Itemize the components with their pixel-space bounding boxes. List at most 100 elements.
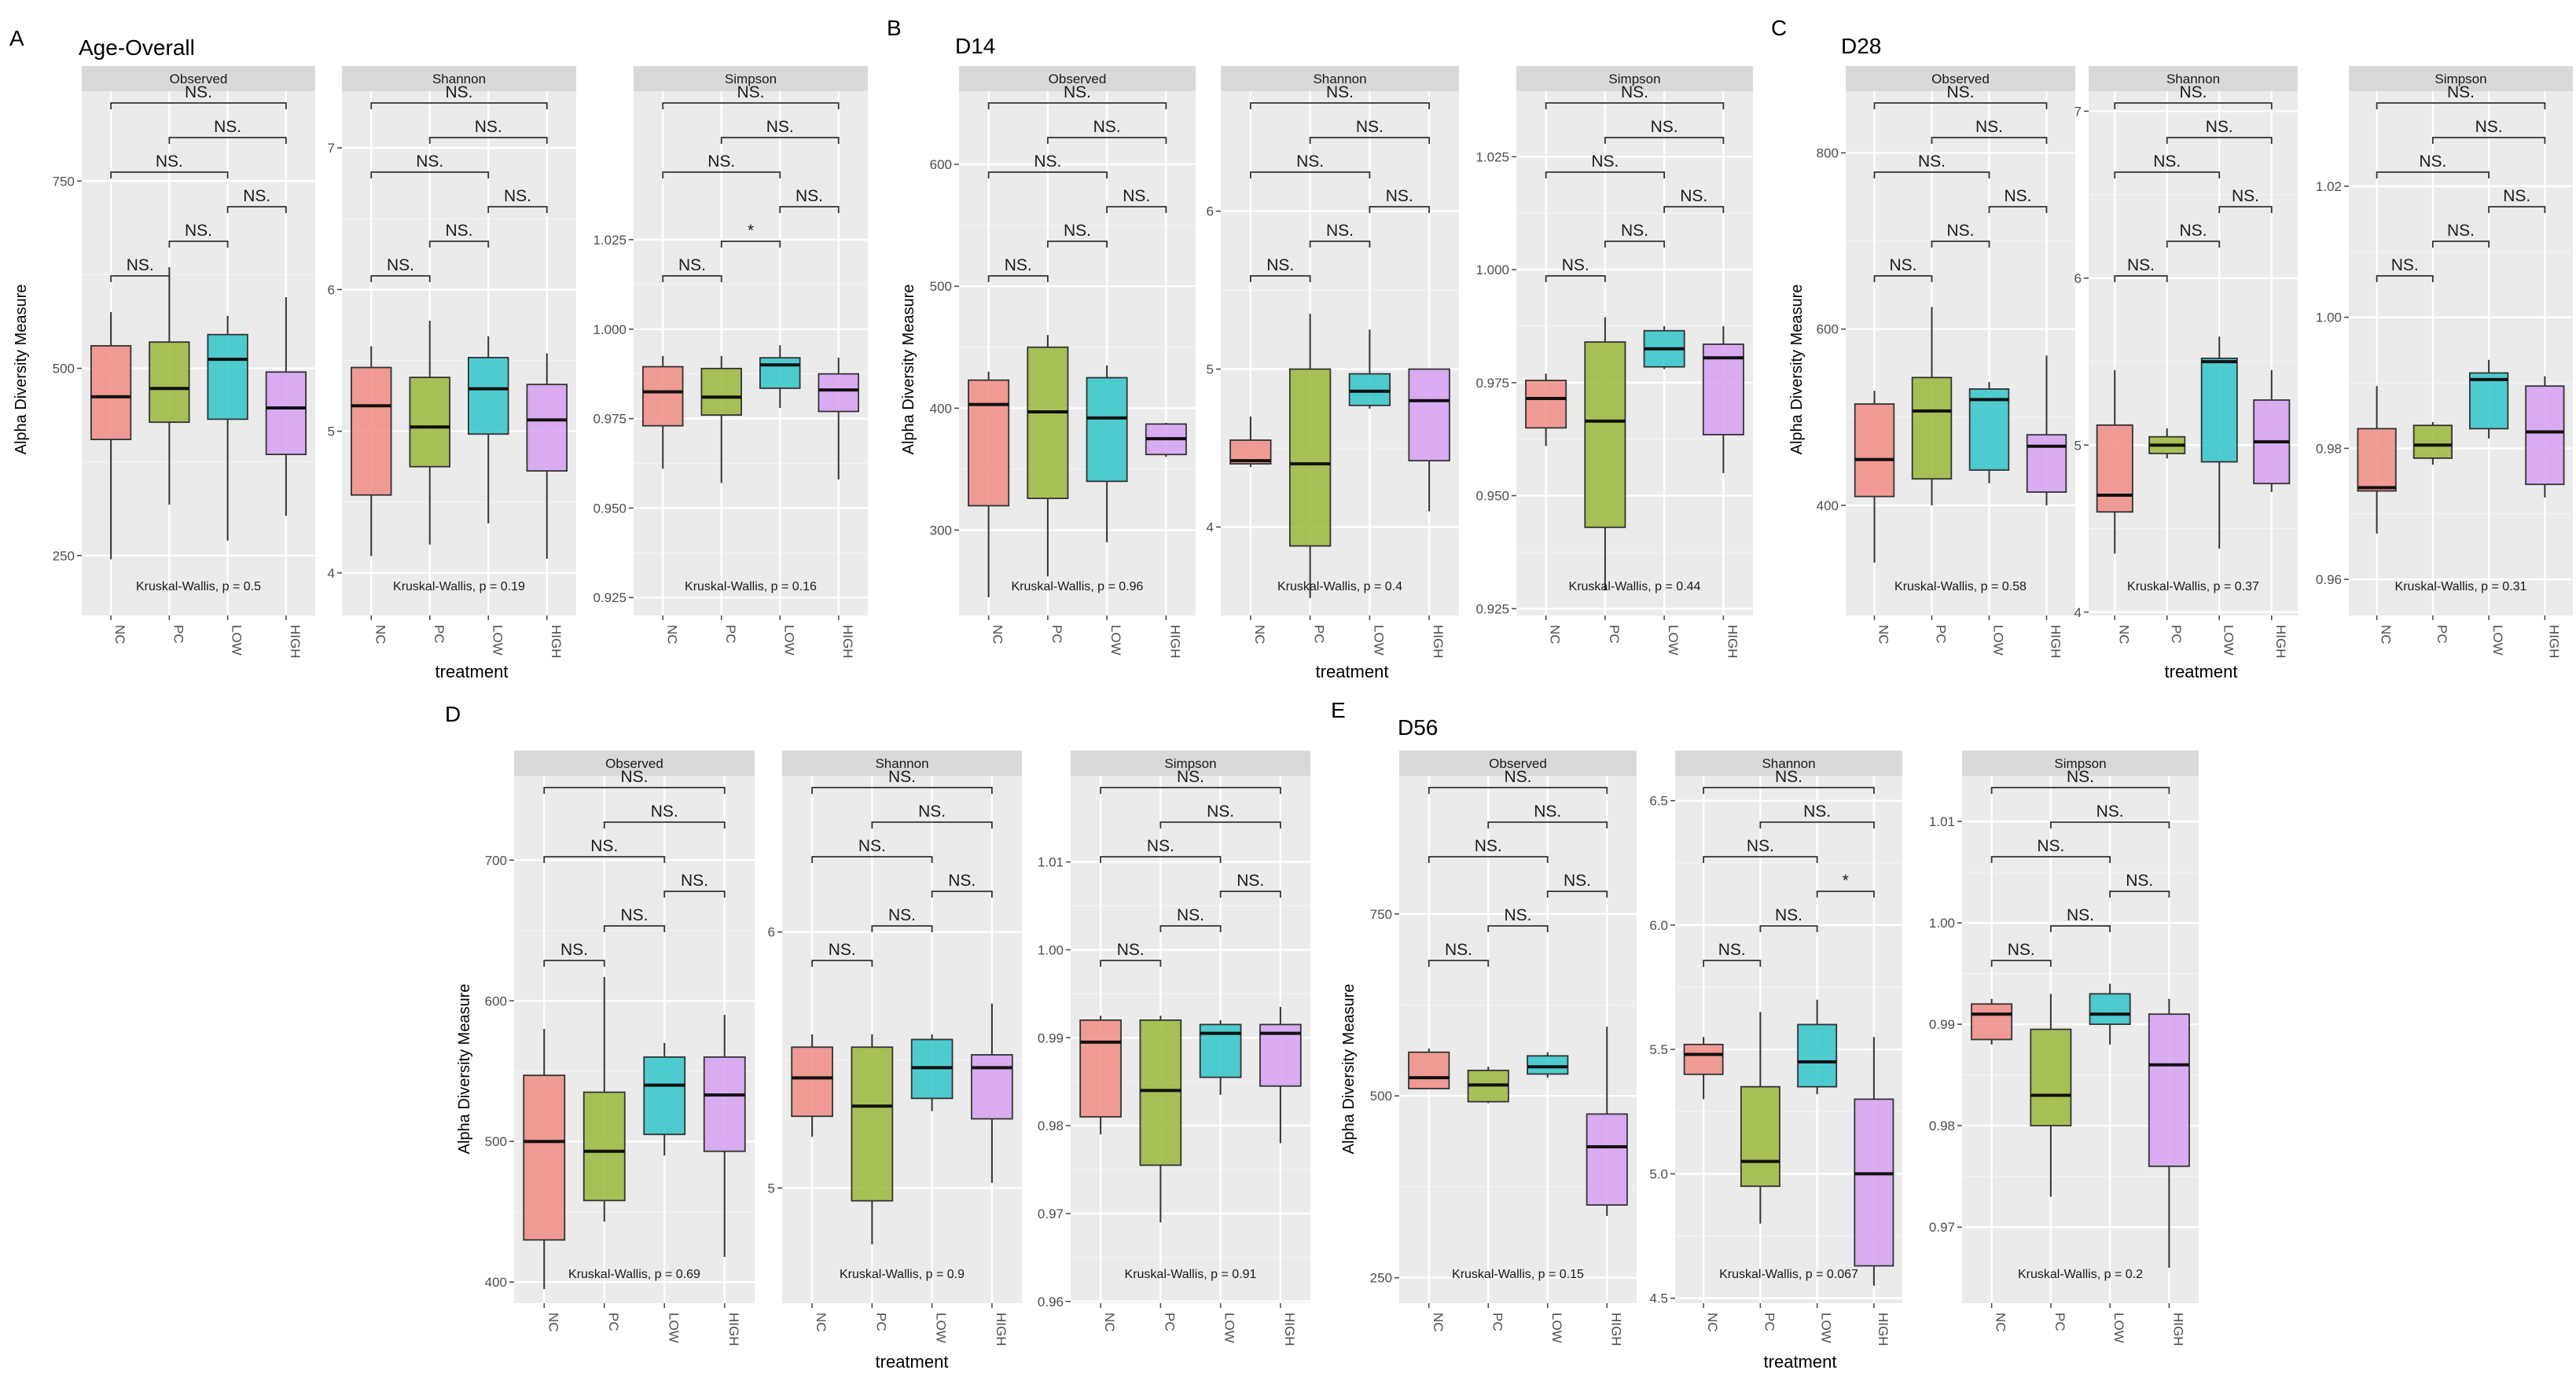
plot-panel xyxy=(342,91,576,615)
significance-label: NS. xyxy=(1237,872,1264,890)
facet-strip-label: Shannon xyxy=(1313,72,1366,86)
x-tick-label: HIGH xyxy=(726,1313,741,1346)
significance-bracket xyxy=(1873,102,2048,109)
significance-bracket xyxy=(168,241,229,248)
x-tick-label: NC xyxy=(990,625,1005,645)
x-tick-label: PC xyxy=(1607,625,1622,644)
x-tick-label: HIGH xyxy=(840,625,855,659)
significance-label: NS. xyxy=(2008,941,2035,959)
x-axis-label: treatment xyxy=(1764,1352,1837,1372)
box-nc xyxy=(90,345,132,440)
significance-label: NS. xyxy=(2037,837,2064,855)
significance-label: NS. xyxy=(2153,152,2181,171)
box-low xyxy=(2200,357,2238,463)
box-nc xyxy=(1408,1051,1450,1089)
significance-label: NS. xyxy=(1564,872,1591,890)
facet-strip-label: Shannon xyxy=(875,756,928,771)
significance-bracket xyxy=(2166,137,2273,144)
significance-label: NS. xyxy=(445,222,472,240)
x-tick-label: NC xyxy=(1994,1313,2008,1332)
significance-bracket xyxy=(1990,787,2170,794)
box-pc xyxy=(1027,346,1069,499)
group-title: D56 xyxy=(1398,715,1438,740)
y-tick-label: 600 xyxy=(1817,322,1839,337)
box-nc xyxy=(791,1046,833,1118)
significance-bracket xyxy=(1703,787,1875,794)
y-tick-label: 6 xyxy=(328,282,335,297)
significance-bracket xyxy=(2114,171,2221,178)
significance-label: NS. xyxy=(1946,83,1974,101)
facet-strip xyxy=(1071,751,1310,776)
significance-label: NS. xyxy=(185,83,212,101)
chart-group-b: B D14 Alpha Diversity Measure treatment Obse… xyxy=(887,16,1753,681)
plot-panel xyxy=(1846,91,2075,615)
significance-bracket xyxy=(662,171,781,178)
y-tick-label: 5 xyxy=(328,424,335,439)
significance-bracket xyxy=(2109,891,2170,898)
chart-group-d: D Alpha Diversity Measure treatment Observe… xyxy=(445,702,1310,1372)
x-tick-label: PC xyxy=(873,1313,888,1331)
y-tick-label: 5 xyxy=(2074,438,2082,453)
x-tick-label: LOW xyxy=(2490,625,2505,656)
significance-label: NS. xyxy=(948,872,976,890)
significance-bracket xyxy=(487,206,548,213)
kruskal-wallis-label: Kruskal-Wallis, p = 0.067 xyxy=(1719,1268,1858,1281)
box-nc xyxy=(2096,424,2133,513)
box-high xyxy=(1586,1113,1628,1206)
kruskal-wallis-label: Kruskal-Wallis, p = 0.4 xyxy=(1277,580,1402,593)
x-tick-label: LOW xyxy=(230,625,244,656)
y-tick-label: 0.97 xyxy=(1038,1207,1064,1221)
significance-label: NS. xyxy=(1123,187,1150,205)
x-tick-label: HIGH xyxy=(2546,625,2561,659)
box-pc xyxy=(2412,424,2453,459)
y-tick-label: 5.0 xyxy=(1649,1166,1668,1181)
facet-simpson: Simpson 0.97 0.98 0.99 1.00 1.01 NC PC LOW HIGH NS… xyxy=(1929,751,2199,1346)
box-low xyxy=(1086,376,1128,483)
x-tick-label: HIGH xyxy=(1608,1313,1623,1346)
y-tick-label: 800 xyxy=(1817,145,1839,160)
x-tick-label: LOW xyxy=(2111,1313,2126,1343)
significance-label: NS. xyxy=(1356,118,1384,136)
x-tick-label: HIGH xyxy=(288,625,303,659)
significance-label: NS. xyxy=(2503,187,2530,205)
significance-bracket xyxy=(1106,206,1167,213)
facet-strip xyxy=(1846,66,2075,91)
box-nc xyxy=(1683,1043,1724,1075)
plot-panel xyxy=(634,91,868,615)
significance-bracket xyxy=(987,102,1167,109)
significance-label: NS. xyxy=(1504,768,1531,786)
significance-label: NS. xyxy=(1386,187,1413,205)
group-title: Age-Overall xyxy=(79,35,195,60)
significance-bracket xyxy=(1249,275,1311,282)
facet-strip-label: Observed xyxy=(605,756,663,771)
significance-label: NS. xyxy=(2419,152,2446,171)
x-tick-label: LOW xyxy=(934,1313,949,1343)
box-low xyxy=(1348,373,1391,406)
significance-bracket xyxy=(1249,171,1371,178)
box-low xyxy=(759,357,801,389)
significance-bracket xyxy=(543,856,666,863)
significance-label: * xyxy=(1843,872,1849,890)
facet-strip-label: Simpson xyxy=(725,72,777,86)
significance-label: NS. xyxy=(620,906,648,924)
x-tick-label: HIGH xyxy=(1876,1313,1891,1346)
y-tick-label: 6.0 xyxy=(1649,918,1668,933)
y-tick-label: 250 xyxy=(1370,1271,1392,1286)
significance-label: NS. xyxy=(387,256,414,274)
facet-strip xyxy=(782,751,1022,776)
kruskal-wallis-label: Kruskal-Wallis, p = 0.2 xyxy=(2018,1268,2143,1281)
significance-bracket xyxy=(2431,137,2546,144)
plot-panel xyxy=(2349,91,2573,615)
significance-bracket xyxy=(428,137,548,144)
facet-strip-label: Observed xyxy=(1931,72,1990,86)
y-tick-label: 5 xyxy=(768,1181,775,1196)
significance-bracket xyxy=(1428,960,1490,967)
significance-label: NS. xyxy=(1445,941,1472,959)
significance-label: NS. xyxy=(1975,118,2003,136)
significance-label: NS. xyxy=(1534,803,1561,821)
significance-bracket xyxy=(1759,821,1875,828)
box-high xyxy=(971,1054,1013,1120)
facet-simpson: Simpson 0.925 0.950 0.975 1.000 1.025 NC PC LOW H… xyxy=(1475,66,1753,659)
